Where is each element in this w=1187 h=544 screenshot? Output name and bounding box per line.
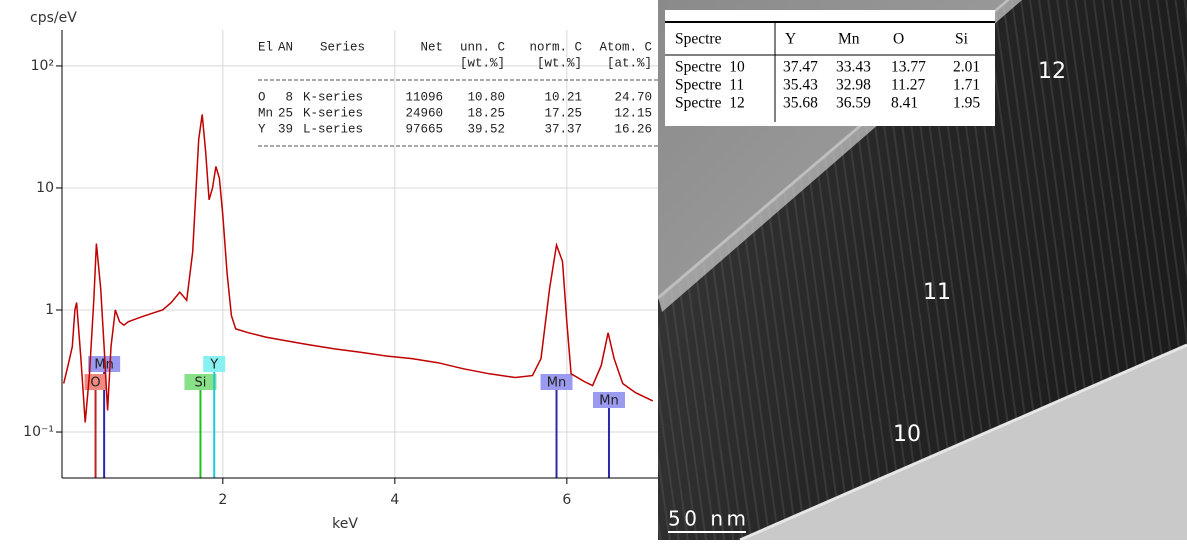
quant-cell: Mn: [258, 106, 273, 120]
quant-cell: 37.37: [544, 122, 582, 136]
table-cell: 11.27: [891, 77, 926, 94]
marker-label: Mn: [599, 394, 618, 409]
quant-header: Net: [420, 40, 443, 54]
y-tick-label: 10⁻¹: [23, 424, 54, 440]
quant-cell: 17.25: [544, 106, 582, 120]
table-cell: 1.95: [953, 95, 980, 112]
quant-cell: 10.80: [467, 90, 505, 104]
film-texture: [658, 0, 1187, 540]
quant-unit: [at.%]: [607, 56, 652, 70]
marker-label: Si: [195, 376, 207, 391]
marker-box: [592, 392, 625, 408]
x-axis-title: keV: [332, 516, 358, 532]
table-cell: 36.59: [836, 95, 871, 112]
quant-header: El: [258, 40, 273, 54]
quant-unit: [wt.%]: [537, 56, 582, 70]
marker-label: Mn: [94, 358, 113, 373]
quant-cell: 24960: [405, 106, 443, 120]
quant-cell: 8: [285, 90, 293, 104]
plot-area: [62, 30, 658, 478]
x-tick-label: 2: [218, 492, 227, 508]
table-header: Si: [955, 31, 969, 48]
quant-cell: L-series: [303, 122, 363, 136]
table-cell: 13.77: [891, 59, 926, 76]
y-tick-label: 1: [45, 302, 54, 318]
region-label: 10: [893, 422, 921, 447]
quant-cell: 16.26: [614, 122, 652, 136]
table-cell: 35.68: [783, 95, 818, 112]
table-header: Y: [785, 31, 796, 48]
table-box: [665, 10, 995, 126]
quant-header: Series: [320, 40, 365, 54]
marker-label: Y: [209, 358, 218, 373]
quant-cell: 39.52: [467, 122, 505, 136]
y-axis-title: cps/eV: [30, 10, 77, 26]
quant-header: Atom. C: [599, 40, 652, 54]
quant-cell: 11096: [405, 90, 443, 104]
spectrum-line: [62, 114, 654, 423]
quant-cell: 25: [278, 106, 293, 120]
quant-header: unn. C: [460, 40, 505, 54]
table-cell: Spectre 10: [675, 59, 745, 76]
region-label: 12: [1038, 59, 1066, 84]
quant-cell: O: [258, 90, 266, 104]
y-tick-label: 10²: [31, 58, 54, 74]
x-tick-label: 4: [390, 492, 399, 508]
marker-box: [84, 374, 107, 390]
quant-cell: Y: [258, 122, 266, 136]
quant-cell: 39: [278, 122, 293, 136]
marker-label: O: [90, 376, 100, 391]
table-cell: 33.43: [836, 59, 871, 76]
table-cell: 35.43: [783, 77, 818, 94]
quant-cell: 97665: [405, 122, 443, 136]
table-cell: 32.98: [836, 77, 871, 94]
table-cell: 8.41: [891, 95, 918, 112]
marker-label: Mn: [547, 376, 566, 391]
quant-header: AN: [278, 40, 293, 54]
marker-box: [540, 374, 573, 390]
interface: [739, 343, 1187, 542]
quant-cell: K-series: [303, 106, 363, 120]
y-tick-label: 10: [36, 180, 54, 196]
quant-cell: K-series: [303, 90, 363, 104]
table-cell: 37.47: [783, 59, 818, 76]
quant-cell: 12.15: [614, 106, 652, 120]
table-cell: Spectre 11: [675, 77, 744, 94]
quant-cell: 24.70: [614, 90, 652, 104]
table-cell: 1.71: [953, 77, 980, 94]
table-cell: Spectre 12: [675, 95, 745, 112]
quant-cell: 18.25: [467, 106, 505, 120]
quant-header: norm. C: [529, 40, 582, 54]
table-cell: 2.01: [953, 59, 980, 76]
x-tick-label: 6: [562, 492, 571, 508]
region-label: 11: [923, 280, 951, 305]
table-header: Mn: [838, 31, 860, 48]
marker-box: [88, 356, 121, 372]
marker-box: [203, 356, 226, 372]
marker-box: [184, 374, 217, 390]
quant-cell: 10.21: [544, 90, 582, 104]
table-header: O: [893, 31, 904, 48]
table-header: Spectre: [675, 31, 722, 48]
quant-unit: [wt.%]: [460, 56, 505, 70]
